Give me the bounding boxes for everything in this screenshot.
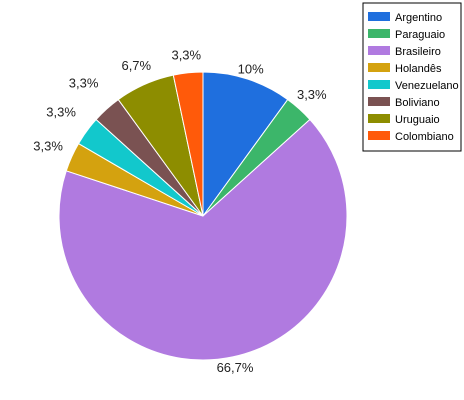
legend-label-holandes: Holandês <box>395 63 442 75</box>
legend-swatch-paraguaio <box>368 29 390 38</box>
legend-frame <box>362 2 462 152</box>
pie-slice-brasileiro <box>58 118 348 361</box>
slice-label-colombiano: 3,3% <box>171 48 201 63</box>
pie-slice-argentino <box>202 71 289 218</box>
chart-legend: Argentino Paraguaio Brasileiro Holandês Vene… <box>362 2 462 152</box>
slice-label-brasileiro: 66,7% <box>217 360 254 375</box>
pie-slices <box>58 71 348 361</box>
legend-label-uruguaio: Uruguaio <box>395 114 440 126</box>
legend-label-venezuelano: Venezuelano <box>395 80 459 92</box>
legend-label-brasileiro: Brasileiro <box>395 46 441 58</box>
legend-label-colombiano: Colombiano <box>395 131 454 143</box>
legend-swatch-boliviano <box>368 97 390 106</box>
slice-label-argentino: 10% <box>238 62 264 77</box>
slice-label-uruguaio: 6,7% <box>121 58 151 73</box>
legend-swatch-uruguaio <box>368 114 390 123</box>
pie-slice-colombiano <box>172 71 204 217</box>
legend-label-paraguaio: Paraguaio <box>395 29 445 41</box>
legend-swatch-venezuelano <box>368 80 390 89</box>
slice-label-holandes: 3,3% <box>33 138 63 153</box>
slice-label-venezuelano: 3,3% <box>46 104 76 119</box>
legend-swatch-argentino <box>368 12 390 21</box>
legend-swatch-colombiano <box>368 131 390 140</box>
legend-swatch-holandes <box>368 63 390 72</box>
slice-label-paraguaio: 3,3% <box>297 87 327 102</box>
legend-label-boliviano: Boliviano <box>395 97 440 109</box>
pie-percentage-labels: 10% 3,3% 66,7% 3,3% 3,3% 3,3% 6,7% 3,3% <box>33 48 327 376</box>
slice-label-boliviano: 3,3% <box>69 75 99 90</box>
legend-swatch-brasileiro <box>368 46 390 55</box>
legend-label-argentino: Argentino <box>395 12 442 24</box>
